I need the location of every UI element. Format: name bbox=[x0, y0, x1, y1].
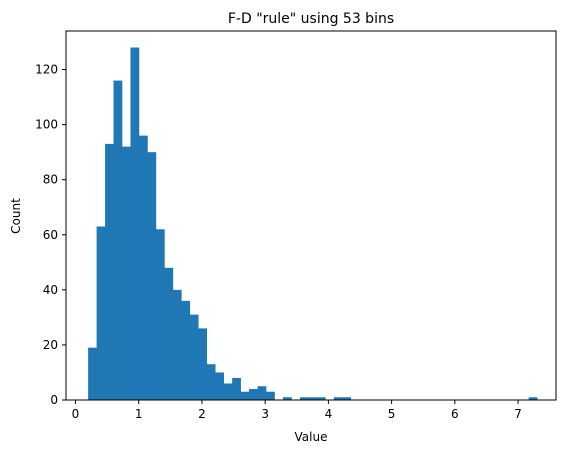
histogram-bar bbox=[215, 372, 224, 400]
histogram-bar bbox=[308, 397, 318, 400]
histogram-bar bbox=[249, 388, 258, 400]
x-tick-label: 2 bbox=[198, 407, 206, 421]
y-tick-label: 120 bbox=[35, 63, 58, 77]
histogram-bar bbox=[266, 391, 275, 400]
x-tick-label: 1 bbox=[135, 407, 143, 421]
x-tick-label: 4 bbox=[325, 407, 333, 421]
x-tick-label: 6 bbox=[451, 407, 459, 421]
histogram-bar bbox=[138, 135, 148, 400]
y-axis-label: Count bbox=[9, 198, 23, 234]
x-axis-label: Value bbox=[295, 430, 328, 444]
y-tick-label: 40 bbox=[43, 283, 58, 297]
y-axis-ticks: 0 20 40 60 80 100 120 bbox=[35, 63, 66, 407]
histogram-bar bbox=[257, 386, 267, 400]
x-axis-ticks: 0 1 2 3 4 5 6 7 bbox=[72, 400, 522, 421]
histogram-bar bbox=[88, 347, 97, 400]
histogram-bar bbox=[198, 328, 208, 400]
histogram-bar bbox=[181, 300, 191, 400]
bars-group bbox=[88, 47, 538, 400]
histogram-bar bbox=[316, 397, 326, 400]
histogram-bar bbox=[333, 397, 343, 400]
histogram-bar bbox=[528, 397, 538, 400]
histogram-bar bbox=[122, 146, 131, 400]
histogram-bar bbox=[299, 397, 309, 400]
y-tick-label: 0 bbox=[50, 393, 58, 407]
x-tick-label: 5 bbox=[388, 407, 396, 421]
histogram-bar bbox=[172, 289, 182, 400]
x-tick-label: 7 bbox=[514, 407, 522, 421]
plot-frame bbox=[65, 30, 557, 401]
histogram-bar bbox=[223, 383, 233, 400]
histogram-bar bbox=[113, 80, 123, 400]
histogram-bar bbox=[206, 364, 216, 400]
histogram-bar bbox=[232, 377, 241, 400]
histogram-bar bbox=[240, 391, 250, 400]
histogram-bar bbox=[147, 152, 157, 400]
x-tick-label: 0 bbox=[72, 407, 80, 421]
y-tick-label: 60 bbox=[43, 228, 58, 242]
histogram-bar bbox=[164, 267, 174, 400]
chart-title: F-D "rule" using 53 bins bbox=[228, 11, 394, 27]
histogram-bar bbox=[342, 397, 352, 400]
histogram-bar bbox=[282, 397, 292, 400]
histogram-bar bbox=[105, 143, 114, 400]
histogram-bar bbox=[130, 47, 140, 400]
histogram-bar bbox=[155, 229, 165, 400]
y-tick-label: 100 bbox=[35, 118, 58, 132]
histogram-bar bbox=[96, 226, 106, 400]
y-tick-label: 80 bbox=[43, 173, 58, 187]
y-tick-label: 20 bbox=[43, 338, 58, 352]
x-tick-label: 3 bbox=[261, 407, 269, 421]
histogram-bar bbox=[189, 314, 199, 400]
